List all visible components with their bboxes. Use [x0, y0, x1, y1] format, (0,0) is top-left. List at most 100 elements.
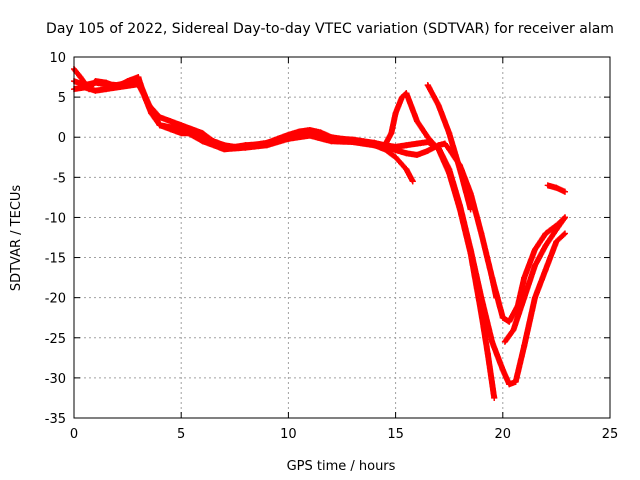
data-point [561, 188, 568, 195]
data-point [403, 166, 410, 173]
x-tick-label: 20 [495, 427, 512, 442]
series-track-g [489, 274, 500, 301]
data-point [285, 135, 292, 142]
y-tick-label: -20 [45, 292, 66, 307]
y-tick-label: -5 [53, 171, 66, 186]
series-track-d [371, 139, 568, 325]
chart-title: Day 105 of 2022, Sidereal Day-to-day VTE… [46, 21, 614, 37]
data-point [113, 84, 120, 91]
series-track-e [424, 82, 474, 213]
x-tick-label: 5 [177, 427, 185, 442]
data-point [188, 126, 195, 133]
plot-frame [73, 56, 611, 419]
data-point [456, 206, 463, 213]
data-point [399, 94, 406, 101]
data-point [506, 381, 513, 388]
y-tick-label: 10 [49, 51, 66, 66]
data-point [499, 366, 506, 373]
data-point [92, 79, 99, 86]
data-point [553, 184, 560, 191]
axis-ticks: 0 5 10 15 20 25 10 5 0 -5 -10 -15 -20 -25 -30 -35 [45, 51, 619, 442]
data-point [424, 134, 431, 141]
data-point [388, 130, 395, 137]
series-track-f [501, 214, 568, 345]
data-point [242, 144, 249, 151]
data-point [435, 142, 442, 149]
data-point [167, 118, 174, 125]
data-point [414, 140, 421, 147]
y-tick-label: -35 [45, 412, 66, 427]
data-point [553, 226, 560, 233]
data-point [489, 274, 496, 281]
data-point [493, 294, 500, 301]
data-point [553, 238, 560, 245]
data-point [512, 378, 519, 385]
x-tick-label: 15 [387, 427, 404, 442]
data-point [403, 142, 410, 149]
data-point [446, 130, 453, 137]
series-track-h [544, 182, 568, 195]
data-point [467, 206, 474, 213]
data-point [392, 110, 399, 117]
data-point [392, 154, 399, 161]
data-point [199, 130, 206, 137]
x-tick-label: 25 [602, 427, 619, 442]
data-point [403, 150, 410, 157]
x-tick-label: 10 [280, 427, 297, 442]
data-point [561, 214, 568, 221]
data-point [371, 139, 378, 146]
data-point [521, 294, 528, 301]
data-point [441, 140, 448, 147]
data-point [484, 350, 491, 357]
y-tick-label: -15 [45, 252, 66, 267]
x-tick-label: 0 [70, 427, 78, 442]
y-tick-label: -25 [45, 332, 66, 347]
data-point [414, 151, 421, 158]
data-point [424, 147, 431, 154]
data-point [92, 87, 99, 94]
data-point [178, 126, 185, 133]
data-point [521, 274, 528, 281]
data-point [403, 90, 410, 97]
data-point [328, 138, 335, 145]
data-point [561, 230, 568, 237]
data-point [446, 170, 453, 177]
data-point [306, 132, 313, 139]
data-point [435, 102, 442, 109]
data-points [71, 66, 568, 401]
data-point [491, 394, 498, 401]
y-tick-label: -10 [45, 211, 66, 226]
data-point [221, 146, 228, 153]
data-point [263, 142, 270, 149]
data-point [521, 342, 528, 349]
data-point [542, 242, 549, 249]
data-point [544, 182, 551, 189]
data-point [506, 318, 513, 325]
data-point [510, 326, 517, 333]
y-tick-label: 0 [58, 131, 66, 146]
data-point [531, 294, 538, 301]
data-point [478, 230, 485, 237]
data-point [499, 314, 506, 321]
data-point [381, 143, 388, 150]
data-point [135, 81, 142, 88]
data-point [77, 74, 84, 81]
data-point [542, 266, 549, 273]
y-axis-title: SDTVAR / TECUs [9, 185, 24, 292]
data-point [306, 127, 313, 134]
data-point [103, 86, 110, 93]
data-point [296, 128, 303, 135]
data-point [478, 310, 485, 317]
data-point [349, 139, 356, 146]
y-tick-label: -30 [45, 372, 66, 387]
data-point [317, 129, 324, 136]
data-point [424, 82, 431, 89]
data-point [414, 118, 421, 125]
data-point [392, 147, 399, 154]
data-point [199, 138, 206, 145]
data-point [467, 250, 474, 257]
data-point [489, 338, 496, 345]
data-point [542, 230, 549, 237]
data-point [81, 84, 88, 91]
